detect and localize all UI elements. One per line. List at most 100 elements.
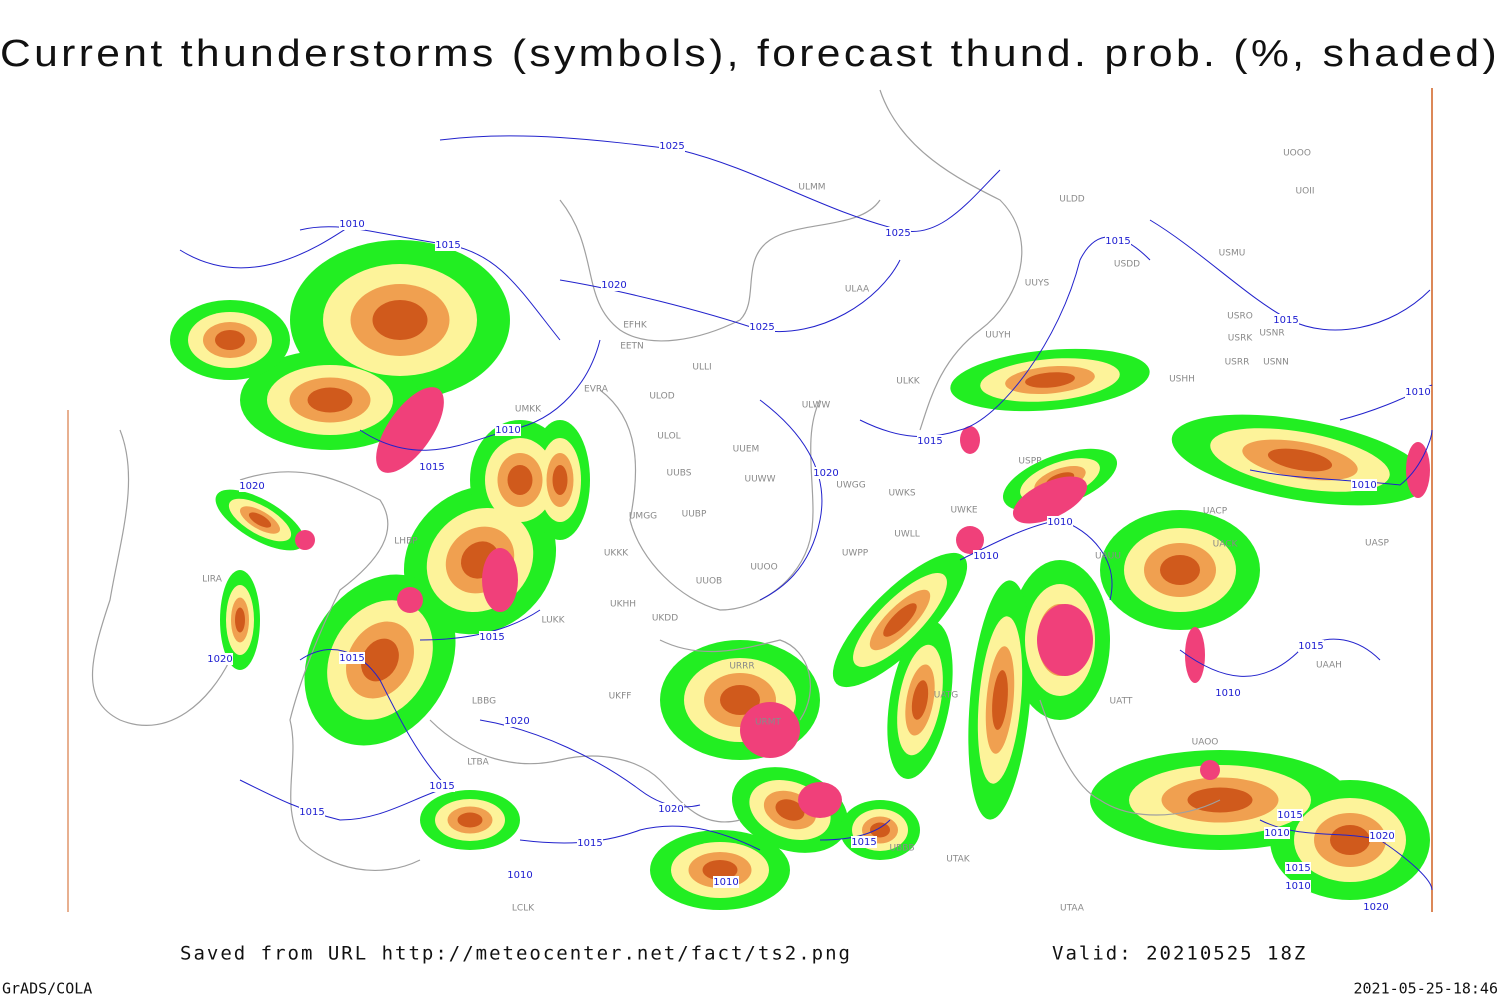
shaded-area: [457, 812, 483, 828]
isobar-label: 1015: [577, 838, 602, 849]
isobar-label-bg: [813, 467, 839, 479]
isobar-label-bg: [1405, 386, 1431, 398]
shaded-area: [248, 512, 272, 528]
thunderstorm-symbols: [740, 702, 800, 758]
isobar-label: 1015: [1298, 641, 1323, 652]
isobar-label: 1010: [1351, 480, 1376, 491]
station-label: USDD: [1114, 260, 1140, 270]
isobar-label: 1010: [495, 425, 520, 436]
station-label: LCLK: [512, 904, 535, 914]
station-label: UKKK: [604, 549, 629, 559]
isobar: [819, 819, 891, 841]
shaded-area: [1330, 825, 1370, 855]
valid-time: Valid: 20210525 18Z: [1052, 943, 1307, 965]
station-label: URRR: [729, 662, 754, 672]
shaded-area: [775, 799, 805, 821]
isobar-label: 1010: [1215, 688, 1240, 699]
station-label: ULWW: [802, 401, 831, 411]
isobar-label: 1015: [851, 837, 876, 848]
station-label: UKHH: [610, 600, 636, 610]
coastline: [659, 639, 811, 721]
station-label: EVRA: [584, 385, 609, 395]
station-label: UTAK: [946, 855, 971, 865]
station-label: USRR: [1225, 358, 1250, 368]
source-url: Saved from URL http://meteocenter.net/fa…: [180, 943, 852, 965]
station-label: USRO: [1227, 312, 1253, 322]
isobar-label: 1020: [813, 468, 838, 479]
station-label: UUOB: [696, 577, 722, 587]
shaded-area: [1160, 555, 1200, 585]
isobar-label-bg: [239, 480, 265, 492]
station-label: UUEM: [733, 445, 760, 455]
thunderstorm-symbols: [960, 426, 980, 454]
isobar-label-bg: [479, 631, 505, 643]
isobar-label-bg: [601, 279, 627, 291]
station-label: LUKK: [542, 616, 566, 626]
isobar-label-bg: [1215, 687, 1241, 699]
station-label: UATT: [1110, 697, 1133, 707]
station-label: UATG: [934, 691, 959, 701]
thunderstorm-symbols: [1200, 760, 1220, 780]
station-label: USMU: [1219, 249, 1246, 259]
shaded-area: [720, 685, 760, 715]
isobar-label-bg: [504, 715, 530, 727]
station-label: UMGG: [629, 512, 657, 522]
station-label: UUYS: [1025, 279, 1050, 289]
isobar-label: 1015: [1285, 863, 1310, 874]
thunderstorm-symbols: [295, 530, 315, 550]
station-label: UACK: [1213, 540, 1239, 550]
isobar: [759, 399, 823, 601]
software-credit: GrADS/COLA: [2, 980, 92, 998]
isobar-label-bg: [1363, 901, 1389, 913]
station-label: LTBA: [467, 758, 489, 768]
station-label: ULOD: [649, 392, 674, 402]
station-label: ULAA: [845, 285, 870, 295]
coastline: [559, 199, 881, 342]
isobar-label: 1015: [299, 807, 324, 818]
isobar: [519, 825, 761, 851]
station-label: UUOO: [750, 563, 777, 573]
isobar-label: 1020: [1363, 902, 1388, 913]
shaded-area: [1267, 448, 1333, 472]
station-label: ULDD: [1059, 195, 1085, 205]
isobar-label: 1020: [504, 716, 529, 727]
isobar-label-bg: [851, 836, 877, 848]
station-label: UOII: [1296, 187, 1315, 197]
isobar-label-bg: [973, 550, 999, 562]
station-label: UBBB: [889, 844, 914, 854]
station-label: UACP: [1203, 507, 1228, 517]
isobar-label: 1010: [1264, 828, 1289, 839]
thunderstorm-symbols: [1406, 442, 1430, 498]
isobar-label-bg: [419, 461, 445, 473]
isobar-label-bg: [1351, 479, 1377, 491]
shaded-area: [507, 465, 533, 495]
station-label: UKDD: [652, 614, 678, 624]
isobar-label-bg: [339, 218, 365, 230]
isobar-label: 1015: [1273, 315, 1298, 326]
coastline: [239, 471, 421, 871]
station-label: ULKK: [896, 377, 921, 387]
station-label: UWKS: [888, 489, 915, 499]
thunderstorm-symbols: [376, 387, 444, 473]
isobar-label-bg: [207, 653, 233, 665]
isobar-label-bg: [435, 239, 461, 251]
shaded-area: [215, 330, 245, 350]
station-label: UKFF: [609, 692, 632, 702]
station-label: USNR: [1259, 329, 1284, 339]
coastline: [599, 389, 821, 611]
isobar-label: 1010: [973, 551, 998, 562]
station-label: USPP: [1018, 457, 1042, 467]
thunderstorm-symbols: [1037, 604, 1093, 676]
timestamp: 2021-05-25-18:46: [1354, 980, 1499, 998]
isobar-label-bg: [339, 652, 365, 664]
isobar-label-bg: [917, 435, 943, 447]
station-label: UWKE: [950, 506, 977, 516]
thunderstorm-symbols: [397, 587, 423, 613]
isobar-label: 1015: [1105, 236, 1130, 247]
isobar-label-bg: [1105, 235, 1131, 247]
isobar-label-bg: [1264, 827, 1290, 839]
isobar-label: 1010: [507, 870, 532, 881]
isobar-label: 1010: [339, 219, 364, 230]
station-label: UASP: [1365, 539, 1389, 549]
